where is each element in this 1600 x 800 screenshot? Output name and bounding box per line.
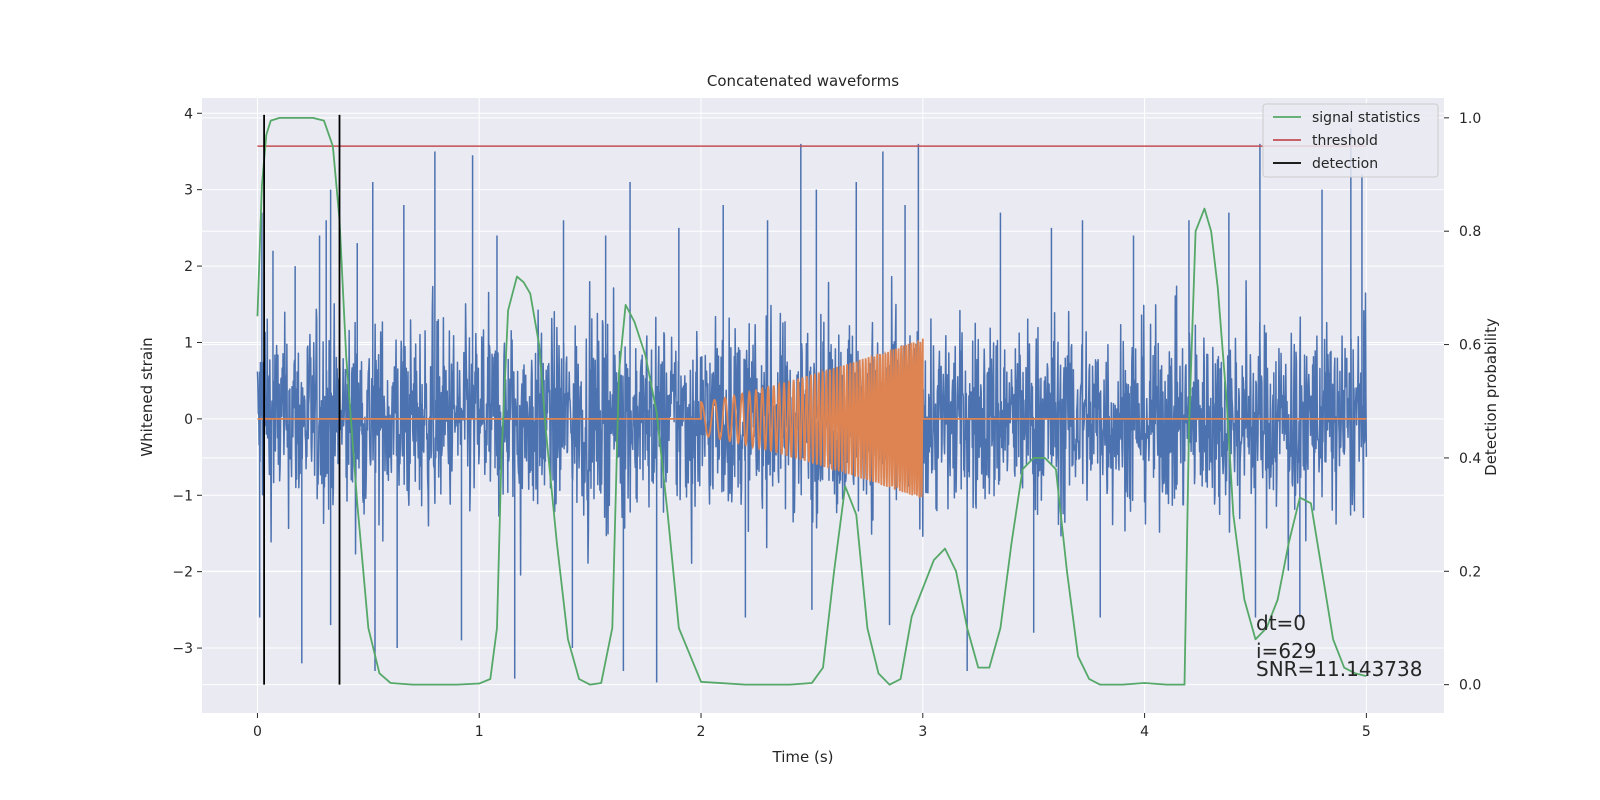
- y-axis-ticks: −3 −2 −1 0 1 2 3 4: [172, 106, 202, 657]
- annotation-index: i=629: [1256, 639, 1317, 663]
- x-tick-label-0: 0: [253, 724, 262, 740]
- y2-tick-label-3: 0.6: [1459, 338, 1481, 354]
- signal-statistics-series: [256, 116, 1367, 686]
- x-axis-ticks: 0 1 2 3 4 5: [253, 713, 1371, 740]
- y2-tick-label-5: 1.0: [1459, 111, 1481, 127]
- y2-tick-label-4: 0.8: [1459, 224, 1481, 240]
- annotation-dt: dt=0: [1256, 611, 1306, 635]
- legend-label-detection: detection: [1312, 156, 1378, 172]
- x-tick-label-5: 5: [1362, 724, 1371, 740]
- x-tick-label-2: 2: [697, 724, 706, 740]
- legend-label-threshold: threshold: [1312, 133, 1378, 149]
- injected-chirp-series: [257, 338, 1367, 498]
- legend: signal statistics threshold detection: [1262, 103, 1439, 178]
- y-tick-label-6: 3: [184, 183, 193, 199]
- annotation-snr: SNR=11.143738: [1256, 657, 1422, 681]
- y-tick-label-3: 0: [184, 412, 193, 428]
- y2-tick-label-1: 0.2: [1459, 564, 1481, 580]
- chart-title: Concatenated waveforms: [707, 72, 899, 90]
- x-axis-label: Time (s): [772, 748, 834, 766]
- y2-tick-label-2: 0.4: [1459, 451, 1481, 467]
- detection-series: [263, 114, 341, 685]
- y2-axis-ticks: 0.0 0.2 0.4 0.6 0.8 1.0: [1444, 111, 1481, 694]
- y2-tick-label-0: 0.0: [1459, 678, 1481, 694]
- y-tick-label-1: −2: [172, 565, 193, 581]
- y-tick-label-2: −1: [172, 488, 193, 504]
- x-tick-label-4: 4: [1140, 724, 1149, 740]
- legend-box: [1262, 103, 1439, 178]
- y-tick-label-5: 2: [184, 259, 193, 275]
- y-tick-label-7: 4: [184, 106, 193, 122]
- y-axis-label: Whitened strain: [138, 337, 156, 456]
- injected-chirp-line: [257, 338, 1367, 498]
- legend-label-signal-statistics: signal statistics: [1312, 110, 1420, 126]
- y-tick-label-0: −3: [172, 641, 193, 657]
- x-tick-label-1: 1: [475, 724, 484, 740]
- x-tick-label-3: 3: [918, 724, 927, 740]
- annotations: dt=0 i=629 SNR=11.143738: [1256, 611, 1422, 681]
- y-tick-label-4: 1: [184, 335, 193, 351]
- y2-axis-label: Detection probability: [1482, 318, 1500, 476]
- signal-statistics-line: [256, 116, 1367, 686]
